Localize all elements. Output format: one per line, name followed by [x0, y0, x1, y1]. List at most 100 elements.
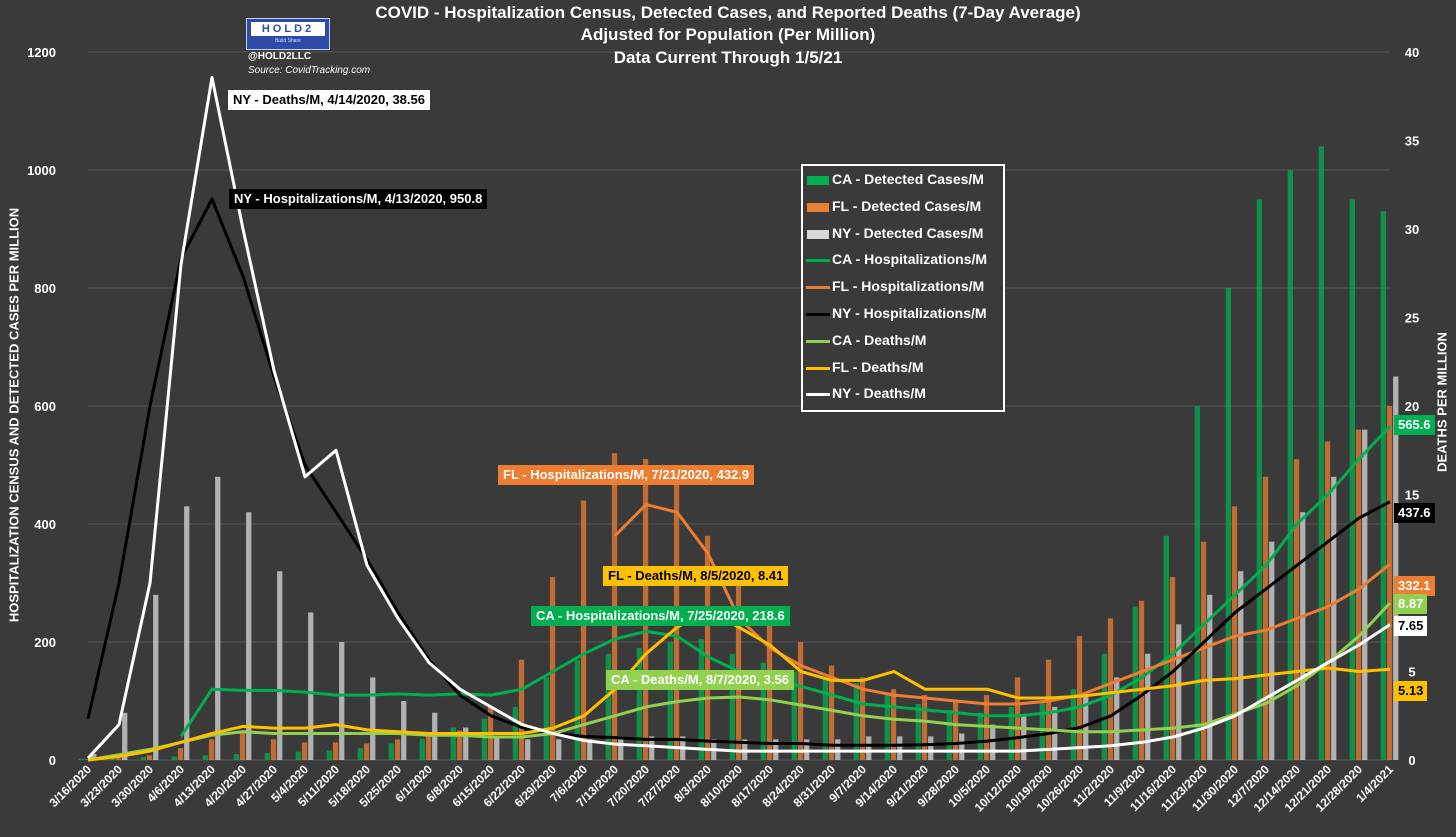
end-label: 565.6 — [1394, 415, 1435, 435]
bar-ca-detected-cases-m — [326, 750, 332, 760]
bar-ca-detected-cases-m — [915, 703, 921, 760]
bar-fl-detected-cases-m — [239, 733, 246, 760]
bar-fl-detected-cases-m — [1200, 541, 1207, 760]
bar-fl-detected-cases-m — [518, 659, 525, 760]
author-handle: @HOLD2LLC — [248, 51, 312, 62]
y-tick-right: 0 — [1408, 753, 1415, 768]
chart-subtitle: Adjusted for Population (Per Million) — [580, 25, 876, 44]
end-label: 7.65 — [1394, 616, 1428, 636]
source-credit: Source: CovidTracking.com — [248, 65, 371, 76]
legend-swatch — [806, 393, 830, 397]
y-tick-left: 600 — [34, 399, 56, 414]
bar-ca-detected-cases-m — [636, 647, 642, 760]
end-label: 332.1 — [1394, 576, 1435, 596]
legend-label: CA - Detected Cases/M — [832, 171, 984, 187]
annotation-ca-hospitalizations-m: CA - Hospitalizations/M, 7/25/2020, 218.… — [531, 606, 790, 626]
bar-ca-detected-cases-m — [264, 752, 270, 760]
legend-swatch — [806, 366, 830, 370]
bar-ca-detected-cases-m — [140, 757, 146, 760]
logo-text: HOLD2 — [251, 22, 325, 36]
bar-fl-detected-cases-m — [704, 535, 711, 760]
bar-fl-detected-cases-m — [735, 577, 742, 760]
legend-item-ny-deaths-m: NY - Deaths/M — [803, 384, 1003, 404]
bar-ny-detected-cases-m — [277, 571, 283, 760]
bar-fl-detected-cases-m — [1076, 636, 1083, 760]
bar-ny-detected-cases-m — [1300, 512, 1306, 760]
annotation-ny-deaths-m: NY - Deaths/M, 4/14/2020, 38.56 — [228, 90, 430, 110]
bar-ca-detected-cases-m — [977, 712, 983, 760]
bar-ca-detected-cases-m — [853, 683, 859, 760]
bar-ca-detected-cases-m — [388, 743, 394, 760]
bar-ca-detected-cases-m — [760, 662, 766, 760]
bar-ca-detected-cases-m — [791, 671, 797, 760]
end-label: 5.13 — [1394, 681, 1428, 701]
bar-fl-detected-cases-m — [1138, 600, 1145, 760]
bar-fl-detected-cases-m — [425, 736, 432, 760]
legend-swatch — [807, 202, 829, 212]
bar-ca-detected-cases-m — [1225, 288, 1231, 760]
bar-ny-detected-cases-m — [1145, 653, 1151, 760]
bar-fl-detected-cases-m — [394, 739, 401, 760]
bar-ny-detected-cases-m — [1269, 541, 1275, 760]
bar-fl-detected-cases-m — [1045, 659, 1052, 760]
legend-item-ny-detected-cases-m: NY - Detected Cases/M — [803, 224, 1003, 244]
bar-ca-detected-cases-m — [78, 758, 84, 760]
legend-label: NY - Deaths/M — [832, 385, 926, 402]
bar-fl-detected-cases-m — [1231, 506, 1238, 760]
bar-fl-detected-cases-m — [332, 742, 339, 760]
bar-ny-detected-cases-m — [339, 642, 345, 760]
legend-swatch — [806, 259, 830, 263]
bar-ca-detected-cases-m — [357, 748, 363, 760]
bar-fl-detected-cases-m — [952, 701, 959, 760]
bar-fl-detected-cases-m — [177, 748, 184, 760]
bar-fl-detected-cases-m — [301, 742, 308, 760]
legend-item-ca-deaths-m: CA - Deaths/M — [803, 331, 1003, 351]
bar-ca-detected-cases-m — [1070, 689, 1076, 760]
y-tick-left: 800 — [34, 281, 56, 296]
bar-fl-detected-cases-m — [921, 695, 928, 760]
bar-ny-detected-cases-m — [959, 733, 965, 760]
logo-sub: Build Share — [275, 38, 301, 44]
annotation-ny-hospitalizations-m: NY - Hospitalizations/M, 4/13/2020, 950.… — [229, 189, 488, 209]
bar-ny-detected-cases-m — [649, 736, 655, 760]
y-tick-right: 15 — [1405, 488, 1419, 503]
bar-ny-detected-cases-m — [246, 512, 252, 760]
bar-fl-detected-cases-m — [84, 759, 91, 760]
bar-fl-detected-cases-m — [363, 743, 370, 760]
bar-ny-detected-cases-m — [618, 736, 624, 760]
legend-item-fl-deaths-m: FL - Deaths/M — [803, 358, 1003, 378]
bar-ca-detected-cases-m — [450, 727, 456, 760]
bar-ny-detected-cases-m — [184, 506, 190, 760]
bar-fl-detected-cases-m — [1262, 476, 1269, 760]
chart-date-line: Data Current Through 1/5/21 — [613, 48, 843, 67]
y-tick-right: 40 — [1405, 45, 1419, 60]
end-label: 437.6 — [1394, 503, 1435, 523]
bar-ny-detected-cases-m — [308, 612, 314, 760]
bar-fl-detected-cases-m — [1014, 677, 1021, 760]
bar-ca-detected-cases-m — [1256, 199, 1262, 760]
legend-label: FL - Deaths/M — [832, 358, 924, 375]
bar-ny-detected-cases-m — [494, 736, 500, 760]
bar-ny-detected-cases-m — [897, 736, 903, 760]
bar-ca-detected-cases-m — [1287, 170, 1293, 760]
bar-ca-detected-cases-m — [202, 755, 208, 760]
bar-ny-detected-cases-m — [556, 739, 562, 760]
bar-ny-detected-cases-m — [401, 701, 407, 760]
bar-ca-detected-cases-m — [1008, 706, 1014, 760]
legend-label: NY - Detected Cases/M — [832, 224, 984, 241]
y-tick-left: 0 — [49, 753, 56, 768]
legend-swatch — [807, 229, 829, 239]
annotation-fl-hospitalizations-m: FL - Hospitalizations/M, 7/21/2020, 432.… — [498, 465, 755, 485]
bar-ca-detected-cases-m — [574, 659, 580, 760]
y-tick-right: 30 — [1405, 222, 1419, 237]
legend-swatch — [806, 339, 830, 343]
legend-swatch — [807, 176, 829, 185]
bar-fl-detected-cases-m — [797, 642, 804, 760]
bar-ca-detected-cases-m — [1194, 406, 1200, 760]
bar-fl-detected-cases-m — [580, 500, 587, 760]
bar-fl-detected-cases-m — [1324, 441, 1331, 760]
legend-item-ny-hospitalizations-m: NY - Hospitalizations/M — [803, 304, 1003, 324]
line-ny-hospitalizations-m — [86, 197, 1391, 747]
